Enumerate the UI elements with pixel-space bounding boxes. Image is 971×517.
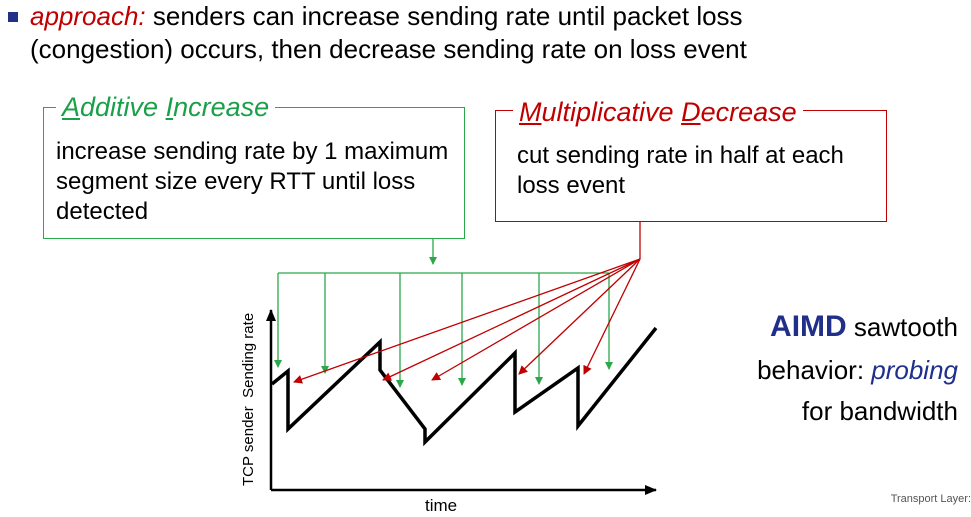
additive-increase-title: Additive Increase	[56, 90, 276, 124]
decrease-rest: ecrease	[700, 97, 797, 127]
multiplicative-rest: ultiplicative	[541, 97, 682, 127]
multiplicative-decrease-arrows	[293, 222, 641, 384]
approach-line-1-text: senders can increase sending rate until …	[145, 1, 743, 31]
multiplicative-decrease-title: Multiplicative Decrease	[513, 95, 803, 129]
aimd-line-3: for bandwidth	[801, 396, 958, 426]
approach-label: approach:	[30, 1, 146, 31]
additive-increase-arrows	[274, 239, 613, 388]
footer-label: Transport Layer:	[890, 493, 971, 505]
aimd-line-2: behavior: probing	[700, 350, 958, 390]
y-axis-label: TCP sender Sending rate	[240, 313, 257, 486]
increase-initial: I	[165, 92, 174, 122]
x-axis-label: time	[425, 496, 457, 515]
multiplicative-decrease-text: cut sending rate in half at each loss ev…	[517, 142, 844, 199]
additive-increase-text: increase sending rate by 1 maximum segme…	[56, 138, 449, 225]
aimd-behavior-text: behavior:	[757, 355, 872, 385]
multiplicative-initial: M	[519, 97, 542, 127]
aimd-probing-text: probing	[871, 355, 958, 385]
approach-line-2: (congestion) occurs, then decrease sendi…	[30, 34, 747, 64]
additive-rest: dditive	[80, 92, 166, 122]
md-arrow-2	[382, 258, 641, 381]
md-arrow-4	[518, 258, 641, 375]
aimd-bold: AIMD	[770, 310, 847, 343]
md-arrow-1	[293, 258, 641, 384]
aimd-sawtooth-text: sawtooth	[846, 312, 958, 342]
increase-rest: ncrease	[173, 92, 270, 122]
bullet-marker	[8, 12, 18, 22]
sawtooth-curve	[270, 326, 658, 447]
aimd-line-1: AIMD sawtooth	[700, 307, 958, 347]
md-arrow-3	[431, 258, 641, 381]
additive-initial: A	[62, 92, 81, 122]
decrease-initial: D	[681, 97, 701, 127]
approach-line-1: approach: senders can increase sending r…	[30, 0, 743, 32]
md-arrow-5	[583, 258, 641, 375]
